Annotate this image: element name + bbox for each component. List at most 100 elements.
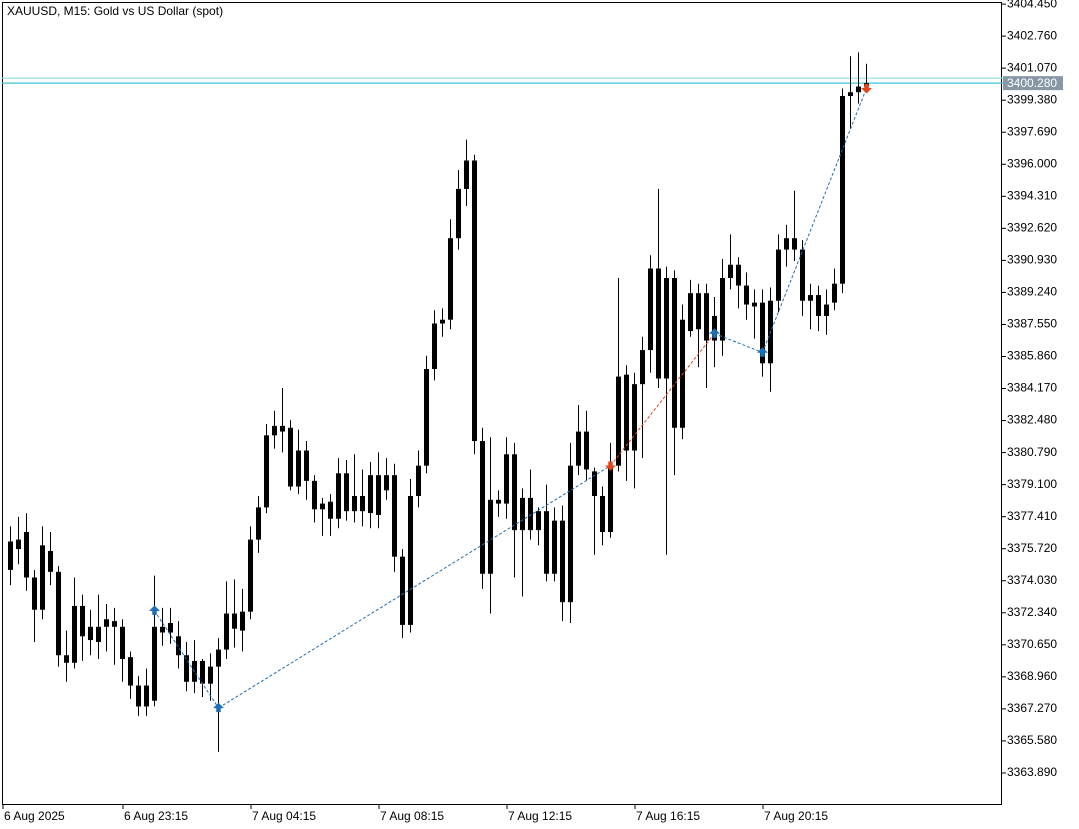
candle-body	[832, 283, 837, 303]
y-tick-label: 3394.310	[1007, 188, 1057, 202]
y-tick-label: 3387.550	[1007, 317, 1057, 331]
candle-body	[296, 450, 301, 487]
candle-body	[240, 611, 245, 631]
candle-body	[360, 496, 365, 512]
sell-arrow	[860, 84, 873, 94]
candle-body	[72, 605, 77, 663]
candle-body	[648, 268, 653, 351]
candle-body	[616, 376, 621, 466]
candle-body	[480, 441, 485, 574]
candle-body	[224, 613, 229, 650]
buy-arrow	[148, 605, 161, 615]
candle-body	[104, 619, 109, 627]
y-tick-label: 3401.070	[1007, 60, 1057, 74]
y-tick-label: 3399.380	[1007, 92, 1057, 106]
x-tick-label: 7 Aug 08:15	[380, 809, 444, 823]
candle-body	[704, 293, 709, 341]
y-tick-label: 3404.450	[1007, 0, 1057, 10]
candle-body	[416, 465, 421, 497]
candle-body	[800, 249, 805, 301]
candle-body	[528, 497, 533, 531]
candle-body	[520, 497, 525, 531]
candle-body	[80, 605, 85, 637]
candle-body	[632, 384, 637, 451]
candle-body	[856, 86, 861, 93]
x-tick-label: 7 Aug 20:15	[764, 809, 828, 823]
buy-arrow	[212, 702, 225, 713]
candle-body	[640, 350, 645, 385]
y-tick-label: 3379.100	[1007, 477, 1057, 491]
y-tick-label: 3380.790	[1007, 445, 1057, 459]
candle-body	[328, 501, 333, 519]
candle-body	[264, 435, 269, 508]
candle-body	[384, 475, 389, 491]
deal-link	[154, 610, 219, 709]
candle-body	[32, 577, 37, 610]
deal-link	[714, 333, 763, 353]
deal-link	[610, 333, 715, 466]
candle-body	[824, 304, 829, 316]
buy-arrow	[708, 328, 721, 338]
candle-body	[8, 541, 13, 570]
x-tick-label: 7 Aug 04:15	[252, 809, 316, 823]
y-tick-label: 3384.170	[1007, 381, 1057, 395]
y-tick-label: 3370.650	[1007, 637, 1057, 651]
candle-body	[88, 626, 93, 641]
candle-body	[432, 323, 437, 369]
candle-body	[56, 571, 61, 656]
chart-title: XAUUSD, M15: Gold vs US Dollar (spot)	[7, 4, 223, 18]
x-tick-label: 6 Aug 2025	[4, 809, 65, 823]
candle-body	[440, 319, 445, 324]
candle-body	[144, 685, 149, 707]
candle-body	[536, 511, 541, 531]
plot-frame	[2, 2, 1002, 805]
x-tick-label: 7 Aug 16:15	[636, 809, 700, 823]
price-label-box	[1003, 76, 1063, 91]
candle-body	[280, 425, 285, 432]
candle-body	[600, 496, 605, 533]
candle-body	[200, 660, 205, 684]
candle-body	[720, 278, 725, 341]
candle-body	[208, 666, 213, 684]
deal-link	[762, 88, 867, 353]
candle-body	[160, 626, 165, 633]
price-label: 3400.280	[1007, 76, 1057, 90]
candle-body	[696, 293, 701, 330]
candle-body	[736, 264, 741, 286]
candle-body	[784, 238, 789, 250]
candle-body	[728, 264, 733, 279]
candle-body	[568, 465, 573, 603]
candle-body	[472, 160, 477, 442]
candle-body	[312, 480, 317, 510]
candle-body	[136, 685, 141, 707]
candle-body	[168, 623, 173, 633]
candle-body	[576, 431, 581, 466]
candle-body	[112, 621, 117, 627]
candle-body	[40, 545, 45, 610]
candle-body	[464, 160, 469, 189]
candle-body	[664, 278, 669, 379]
y-tick-label: 3389.240	[1007, 285, 1057, 299]
candle-body	[624, 374, 629, 451]
candle-body	[512, 454, 517, 531]
candle-body	[848, 92, 853, 97]
candle-body	[96, 626, 101, 642]
candle-body	[776, 249, 781, 301]
candle-body	[592, 471, 597, 497]
candle-body	[344, 473, 349, 512]
candle-body	[408, 496, 413, 625]
sell-arrow	[604, 461, 617, 472]
candle-body	[64, 655, 69, 663]
candle-body	[256, 507, 261, 540]
candle-body	[232, 613, 237, 629]
candle-body	[392, 475, 397, 557]
candle-body	[760, 302, 765, 364]
y-tick-label: 3374.030	[1007, 573, 1057, 587]
candle-body	[120, 626, 125, 660]
candle-body	[496, 499, 501, 504]
candle-body	[176, 636, 181, 656]
candle-body	[840, 96, 845, 284]
y-tick-label: 3365.580	[1007, 733, 1057, 747]
candle-body	[424, 368, 429, 466]
y-tick-label: 3396.000	[1007, 156, 1057, 170]
